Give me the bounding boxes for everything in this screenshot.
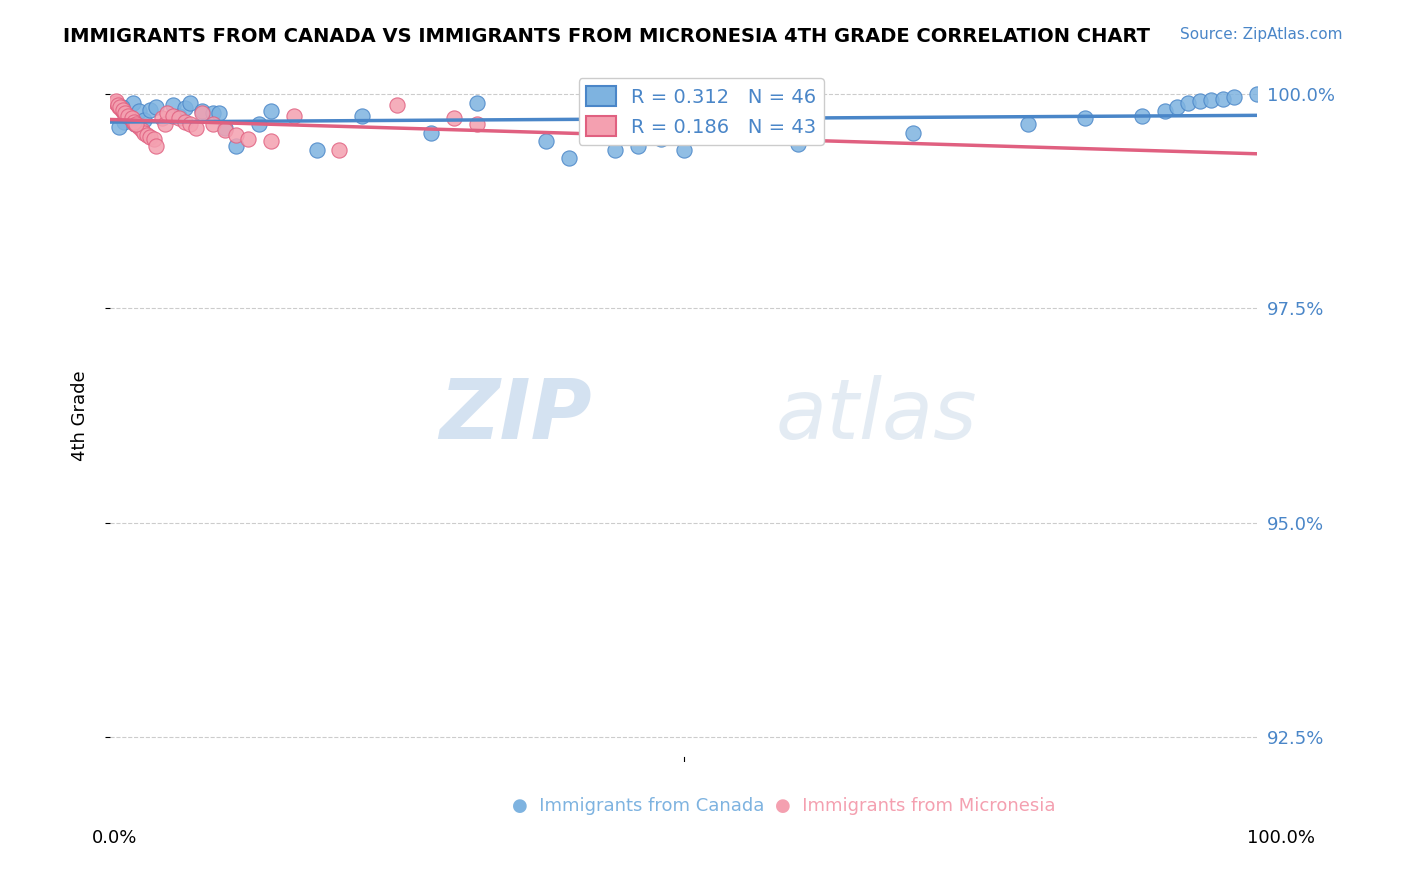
Point bbox=[142, 132, 165, 146]
Point bbox=[1199, 93, 1222, 107]
Point bbox=[420, 126, 443, 140]
Point bbox=[214, 121, 236, 136]
Point bbox=[139, 130, 162, 145]
Point bbox=[225, 128, 247, 143]
Point bbox=[1154, 104, 1177, 119]
Point bbox=[121, 112, 143, 126]
Point bbox=[1246, 87, 1268, 102]
Point bbox=[153, 117, 176, 131]
Point bbox=[202, 106, 225, 120]
Point bbox=[901, 126, 924, 140]
Point bbox=[110, 100, 132, 114]
Point bbox=[150, 112, 173, 126]
Point bbox=[179, 117, 201, 131]
Point bbox=[145, 138, 167, 153]
Point bbox=[110, 100, 132, 114]
Point bbox=[125, 117, 148, 131]
Point bbox=[117, 109, 139, 123]
Point bbox=[134, 126, 156, 140]
Point bbox=[120, 112, 142, 126]
Text: ●  Immigrants from Micronesia: ● Immigrants from Micronesia bbox=[775, 797, 1056, 815]
Point bbox=[191, 104, 214, 119]
Point bbox=[259, 134, 281, 148]
Point bbox=[1074, 112, 1097, 126]
Point bbox=[114, 106, 136, 120]
Text: Source: ZipAtlas.com: Source: ZipAtlas.com bbox=[1180, 27, 1343, 42]
Text: ZIP: ZIP bbox=[439, 375, 592, 456]
Point bbox=[225, 138, 247, 153]
Point bbox=[162, 97, 184, 112]
Point bbox=[1223, 90, 1246, 104]
Text: 0.0%: 0.0% bbox=[91, 829, 136, 847]
Point bbox=[184, 121, 207, 136]
Point bbox=[672, 143, 695, 157]
Text: atlas: atlas bbox=[775, 375, 977, 456]
Point bbox=[128, 120, 150, 134]
Point bbox=[534, 134, 557, 148]
Point bbox=[167, 112, 190, 126]
Point bbox=[247, 117, 270, 131]
Point bbox=[173, 114, 195, 128]
Point bbox=[108, 100, 131, 114]
Point bbox=[120, 112, 142, 126]
Point bbox=[179, 95, 201, 110]
Point bbox=[145, 100, 167, 114]
Point bbox=[107, 97, 129, 112]
Point bbox=[236, 132, 259, 146]
Point bbox=[173, 101, 195, 115]
Point bbox=[1188, 94, 1211, 108]
Point bbox=[465, 117, 488, 131]
Point bbox=[1212, 91, 1234, 105]
Point bbox=[1130, 109, 1153, 123]
Point bbox=[1177, 95, 1199, 110]
Point bbox=[191, 106, 214, 120]
Point bbox=[117, 109, 139, 123]
Point bbox=[112, 106, 135, 120]
Point bbox=[167, 109, 190, 123]
Point bbox=[283, 109, 305, 123]
Point bbox=[110, 103, 132, 117]
Point bbox=[131, 123, 153, 137]
Point bbox=[259, 104, 281, 119]
Point bbox=[202, 117, 225, 131]
Point bbox=[385, 97, 408, 112]
Point bbox=[124, 117, 146, 131]
Point bbox=[328, 143, 350, 157]
Point bbox=[443, 112, 465, 126]
Point bbox=[104, 95, 127, 110]
Y-axis label: 4th Grade: 4th Grade bbox=[72, 370, 89, 461]
Text: 100.0%: 100.0% bbox=[1247, 829, 1315, 847]
Point bbox=[787, 136, 810, 151]
Text: IMMIGRANTS FROM CANADA VS IMMIGRANTS FROM MICRONESIA 4TH GRADE CORRELATION CHART: IMMIGRANTS FROM CANADA VS IMMIGRANTS FRO… bbox=[63, 27, 1150, 45]
Point bbox=[128, 104, 150, 119]
Legend: R = 0.312   N = 46, R = 0.186   N = 43: R = 0.312 N = 46, R = 0.186 N = 43 bbox=[579, 78, 824, 145]
Point bbox=[139, 103, 162, 117]
Point bbox=[581, 121, 603, 136]
Point bbox=[122, 95, 145, 110]
Point bbox=[104, 94, 127, 108]
Point bbox=[650, 132, 672, 146]
Point bbox=[162, 109, 184, 123]
Point bbox=[117, 109, 139, 123]
Point bbox=[627, 138, 650, 153]
Point bbox=[135, 128, 157, 143]
Point bbox=[352, 109, 374, 123]
Point bbox=[108, 120, 131, 134]
Point bbox=[122, 114, 145, 128]
Point bbox=[558, 152, 581, 166]
Point bbox=[465, 95, 488, 110]
Point bbox=[122, 114, 145, 128]
Point bbox=[112, 114, 135, 128]
Point bbox=[124, 117, 146, 131]
Point bbox=[1166, 100, 1188, 114]
Point bbox=[134, 112, 156, 127]
Text: ●  Immigrants from Canada: ● Immigrants from Canada bbox=[512, 797, 763, 815]
Point bbox=[1017, 117, 1039, 131]
Point bbox=[111, 103, 134, 117]
Point bbox=[603, 143, 626, 157]
Point bbox=[208, 106, 231, 120]
Point bbox=[214, 123, 236, 137]
Point bbox=[305, 143, 328, 157]
Point bbox=[156, 106, 179, 120]
